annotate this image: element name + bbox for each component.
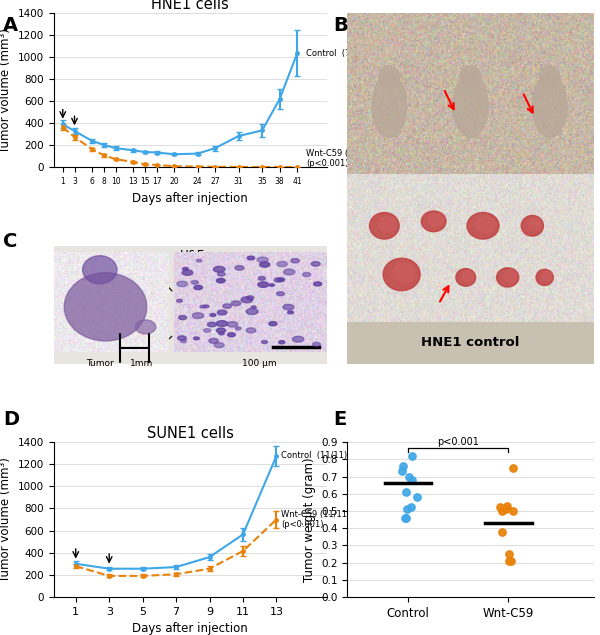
Text: 1mm: 1mm (130, 359, 153, 368)
Point (508, 506, 518, 516)
Point (504, 549, 514, 559)
Y-axis label: Tumor volume (mm³): Tumor volume (mm³) (0, 28, 13, 152)
Point (413, 492, 422, 502)
Point (404, 471, 413, 481)
Point (497, 506, 507, 516)
Text: Control  (11/11): Control (11/11) (281, 451, 347, 460)
Y-axis label: Tumor volume (mm³): Tumor volume (mm³) (0, 457, 13, 582)
Point (502, 500, 512, 511)
Text: Control: Control (454, 22, 487, 30)
Text: Wnt-C59 (0/8)
(p<0.001): Wnt-C59 (0/8) (p<0.001) (306, 149, 365, 168)
Text: Wnt-C59: Wnt-C59 (365, 22, 404, 30)
Text: E: E (333, 410, 346, 429)
Text: Wnt-C59 (11/11)
(p<0.001): Wnt-C59 (11/11) (p<0.001) (281, 510, 350, 529)
Text: B: B (333, 16, 348, 35)
Text: A: A (3, 16, 18, 35)
Title: SUNE1 cells: SUNE1 cells (147, 426, 234, 441)
Point (508, 463, 518, 473)
Point (401, 487, 411, 497)
Text: H&E: H&E (179, 250, 205, 262)
Point (504, 556, 514, 566)
X-axis label: Days after injection: Days after injection (133, 622, 248, 635)
Text: Tumor: Tumor (86, 359, 114, 368)
Point (497, 526, 506, 537)
Point (403, 504, 412, 514)
Text: Control  (7/7): Control (7/7) (306, 48, 362, 58)
Point (407, 502, 416, 512)
Text: C: C (3, 232, 17, 251)
Point (495, 502, 505, 512)
Title: HNE1 cells: HNE1 cells (151, 0, 229, 11)
Text: 100 μm: 100 μm (242, 359, 277, 368)
Point (397, 466, 407, 476)
Text: HNE1 control: HNE1 control (421, 336, 520, 349)
Point (407, 451, 416, 461)
Point (407, 475, 417, 485)
Text: Control: Control (538, 22, 571, 30)
Text: p<0.001: p<0.001 (437, 438, 479, 448)
Point (400, 512, 409, 523)
Point (506, 556, 516, 566)
X-axis label: Days after injection: Days after injection (133, 192, 248, 204)
Y-axis label: Tumor weight (gram): Tumor weight (gram) (302, 457, 316, 582)
Point (401, 512, 410, 523)
Point (398, 461, 408, 471)
Text: D: D (3, 410, 19, 429)
Point (502, 504, 511, 514)
